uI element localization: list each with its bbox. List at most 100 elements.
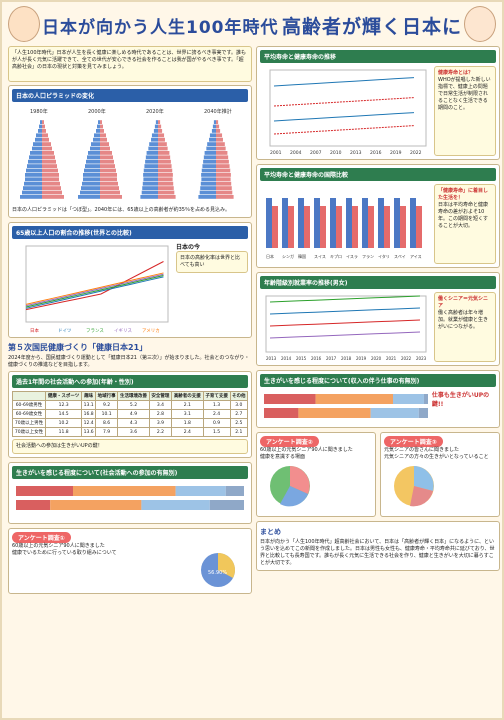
intl-bar-label: 韓国 xyxy=(298,253,306,259)
employ-series xyxy=(269,319,421,327)
line65-legend-item: ドイツ xyxy=(58,329,72,334)
social-cell: 12.4 xyxy=(81,418,97,428)
pyramid-bar-female xyxy=(158,155,171,160)
pyramid-bar-male xyxy=(202,164,216,168)
ikigai-right-chart xyxy=(264,394,428,418)
intl-bar-healthy xyxy=(320,206,326,248)
pyramid-bar-male xyxy=(85,164,100,168)
social-cell: 3.4 xyxy=(148,400,172,410)
survey1-title: アンケート調査① xyxy=(12,532,71,543)
stacked-bar-segment xyxy=(209,500,244,510)
social-row: 60-69歳男性 12.3 13.1 9.2 5.2 3.4 2.1 1.3 3.0 xyxy=(12,400,249,410)
employ-header: 年齢階級別就業率の推移(男女) xyxy=(260,276,496,289)
pyramid-bar-male xyxy=(23,186,42,190)
pyramid-bar-female xyxy=(42,190,62,195)
pyramid-bar-female xyxy=(158,133,165,138)
pyramid-bar-male xyxy=(203,159,216,164)
pyramid-bar-female xyxy=(100,168,116,173)
pyramid-bar-female xyxy=(100,164,115,168)
pyramid-bar-male xyxy=(151,133,158,138)
social-cell: 5.2 xyxy=(117,400,150,410)
pyramid-bar-male xyxy=(212,124,216,129)
social-cell: 13.1 xyxy=(81,400,97,410)
pyramid-bar-male xyxy=(78,195,100,199)
stacked-bar-segment xyxy=(73,486,176,496)
stacked-bar-segment xyxy=(370,408,419,418)
social-row: 70歳以上男性 10.2 12.4 8.6 4.3 3.9 1.8 0.9 2.5 xyxy=(12,418,249,428)
pyramid-bar-male xyxy=(40,120,42,124)
pyramid-bar-male xyxy=(26,168,42,173)
pyramid-bar-female xyxy=(42,120,44,124)
pyramid-bar-male xyxy=(81,186,100,190)
social-cell: 1.8 xyxy=(170,418,204,428)
life-line-header: 平均寿命と健康寿命の推移 xyxy=(260,50,496,63)
pyramid-bar-male xyxy=(151,137,158,142)
social-cell: 60-69歳女性 xyxy=(12,409,46,419)
survey2-question: 健康を意識する場面 xyxy=(260,454,306,460)
summary-text: 日本が向かう「人生100年時代」超高齢社会において、日本は「高齢者が輝く日本」に… xyxy=(260,539,495,566)
pyramid-bar-male xyxy=(82,181,100,186)
pyramid-bar-female xyxy=(100,190,120,195)
pyramid-bar-female xyxy=(216,137,223,142)
pyramid-bar-female xyxy=(42,181,60,186)
life-line-x-tick: 2007 xyxy=(310,150,322,156)
social-cell: 14.5 xyxy=(44,409,83,419)
pyramid-bar-female xyxy=(216,120,219,124)
ikigai-right-box: 生きがいを感じる程度について(収入の伴う仕事の有無別) 仕事も生きがいUPの鍵!… xyxy=(256,370,500,428)
life-line-series xyxy=(273,112,415,122)
social-row: 70歳以上女性 11.8 13.6 7.9 3.6 2.2 2.4 1.5 2.1 xyxy=(12,427,249,437)
pyramid-bar-male xyxy=(91,142,100,146)
intl-bar-label: フラン xyxy=(362,253,374,259)
intl-bar-healthy xyxy=(368,206,374,248)
intl-bar-chart: 日本 シンガ 韓国 スイス キプロ イスラ フラン イタリ スペイ アイス xyxy=(266,198,422,259)
pyramid-bar-male xyxy=(33,142,42,146)
pyramid-bar-male xyxy=(201,168,216,173)
pyramid-year-label: 2000年 xyxy=(88,108,106,115)
pyramid-bar-male xyxy=(38,129,42,133)
intl-bar-healthy xyxy=(272,206,278,248)
pyramid-bar-male xyxy=(88,151,100,155)
life-line-x-tick: 2010 xyxy=(330,150,342,156)
survey2-sub: 60歳以上の元気シニア90人に聞きました xyxy=(260,447,353,453)
pyramid-bar-male xyxy=(146,151,158,155)
pyramid-bar-male xyxy=(80,190,100,195)
pyramid-bar-male xyxy=(90,146,100,151)
pyramid-bar-male xyxy=(32,146,42,151)
life-line-series xyxy=(273,97,415,107)
summary-title: まとめ xyxy=(260,528,281,536)
life-note-title: 健康寿命とは？ xyxy=(438,70,474,76)
pyramid-bar-male xyxy=(86,159,100,164)
pyramid-bar-male xyxy=(213,120,216,124)
pyramid-bar-female xyxy=(216,164,230,168)
survey3-sub: 元気シニアの皆さんに聞きました xyxy=(384,447,460,453)
survey2-box: アンケート調査② 60歳以上の元気シニア90人に聞きました 健康を意識する場面 xyxy=(256,432,376,517)
senior-woman-illustration xyxy=(464,6,496,42)
social-cell: 4.9 xyxy=(117,409,150,419)
ikigai-left-chart xyxy=(16,486,244,510)
life-line-x-tick: 2004 xyxy=(290,150,302,156)
pyramid-bar-male xyxy=(94,133,100,138)
senior-man-illustration xyxy=(8,6,40,42)
stacked-bar-segment xyxy=(175,486,226,496)
pyramid-bar-male xyxy=(149,142,158,146)
social-cell: 3.6 xyxy=(117,427,150,437)
pyramid-bar-male xyxy=(198,195,216,199)
line65-box: 65歳以上人口の割合の推移(世界との比較) 日本 ドイツ フランス イギリス アメリカ … xyxy=(8,222,252,338)
pyramid-bar-male xyxy=(25,173,42,177)
pyramid-bar-female xyxy=(158,124,162,129)
employ-x-tick: 2020 xyxy=(371,356,382,361)
life-line-x-tick: 2022 xyxy=(410,150,422,156)
social-col-header: その他 xyxy=(229,391,249,401)
life-note: WHOが提唱した新しい指標で、健康上の問題で日常生活が制限されることなく生活でき… xyxy=(438,77,491,111)
social-cell: 3.9 xyxy=(148,418,172,428)
ikigai-left-header: 生きがいを感じる程度について(社会活動への参加の有無別) xyxy=(12,466,248,479)
social-cell: 70歳以上女性 xyxy=(12,427,46,437)
pyramid-year-label: 1980年 xyxy=(30,108,48,115)
pyramid-bar-female xyxy=(158,195,176,199)
social-cell: 16.8 xyxy=(81,409,97,419)
employ-x-tick: 2015 xyxy=(296,356,307,361)
intl-bar-avg xyxy=(266,198,272,248)
ikigai-left-box: 生きがいを感じる程度について(社会活動への参加の有無別) xyxy=(8,462,252,524)
employ-frame xyxy=(265,295,427,353)
survey3-question: 元気シニアの方々の生きがいとなっていること xyxy=(384,454,489,460)
